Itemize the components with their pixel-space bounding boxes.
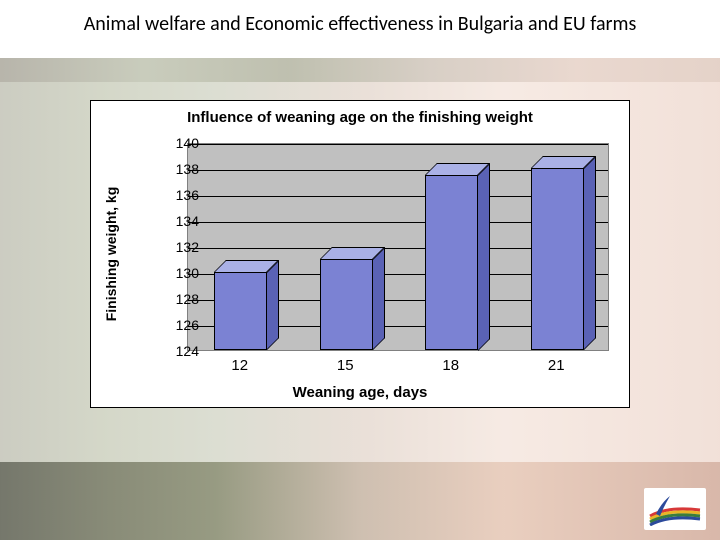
y-tick-label: 138	[143, 161, 199, 177]
bg-photo-bottom	[0, 462, 720, 540]
y-tick-label: 126	[143, 317, 199, 333]
y-axis-label: Finishing weight, kg	[103, 164, 119, 344]
x-tick-label: 18	[421, 357, 481, 374]
x-axis-label: Weaning age, days	[91, 384, 629, 401]
x-tick-label: 21	[526, 357, 586, 374]
bar	[214, 272, 267, 350]
y-tick-label: 132	[143, 239, 199, 255]
y-tick-label: 130	[143, 265, 199, 281]
bar	[531, 168, 584, 350]
y-tick-label: 124	[143, 343, 199, 359]
chart-title: Influence of weaning age on the finishin…	[91, 109, 629, 126]
eu-logo	[644, 488, 706, 530]
slide: Animal welfare and Economic effectivenes…	[0, 0, 720, 540]
bg-photo-strip	[0, 58, 720, 82]
chart-panel: Influence of weaning age on the finishin…	[90, 100, 630, 408]
x-tick-label: 15	[315, 357, 375, 374]
bar	[320, 259, 373, 350]
y-tick-label: 136	[143, 187, 199, 203]
y-tick-label: 134	[143, 213, 199, 229]
flag-stripes-icon	[648, 492, 702, 526]
slide-title: Animal welfare and Economic effectivenes…	[0, 12, 720, 36]
plot-area	[187, 143, 609, 351]
x-tick-label: 12	[210, 357, 270, 374]
grid-line	[188, 144, 608, 145]
y-tick-label: 128	[143, 291, 199, 307]
bar	[425, 175, 478, 351]
y-tick-label: 140	[143, 135, 199, 151]
